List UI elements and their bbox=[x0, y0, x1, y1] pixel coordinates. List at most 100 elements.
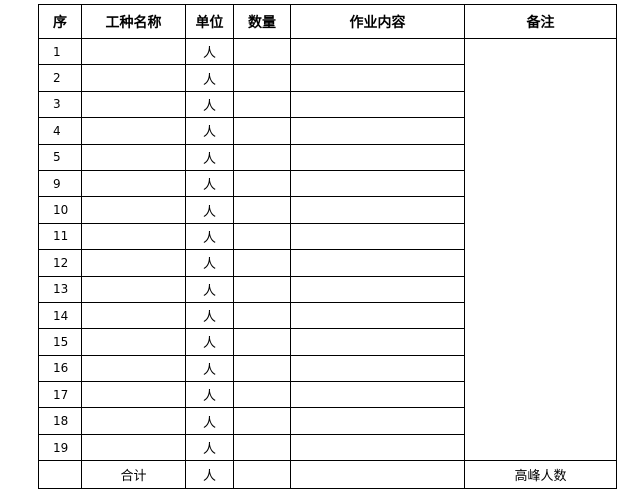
row-seq: 15 bbox=[38, 328, 82, 356]
row-unit: 人 bbox=[185, 354, 234, 383]
row-unit: 人 bbox=[185, 301, 234, 330]
row-work bbox=[290, 433, 465, 462]
row-unit: 人 bbox=[185, 169, 234, 198]
row-unit: 人 bbox=[185, 407, 234, 435]
row-seq: 4 bbox=[38, 117, 82, 145]
table-row: 19 人 bbox=[38, 433, 617, 462]
row-trade bbox=[81, 222, 186, 251]
row-work bbox=[290, 301, 465, 330]
row-unit: 人 bbox=[185, 381, 234, 409]
row-work bbox=[290, 143, 465, 171]
row-qty bbox=[233, 37, 291, 66]
row-seq: 13 bbox=[38, 275, 82, 303]
row-seq: 3 bbox=[38, 90, 82, 119]
row-work bbox=[290, 275, 465, 303]
row-seq: 17 bbox=[38, 381, 82, 409]
row-trade bbox=[81, 64, 186, 92]
labor-table: 序 工种名称 单位 数量 作业内容 备注 1 人 2 人 3 人 4 人 5 人 9 人 10 人 11 人 1… bbox=[38, 4, 617, 490]
row-trade bbox=[81, 143, 186, 171]
row-seq: 2 bbox=[38, 64, 82, 92]
row-trade bbox=[81, 169, 186, 198]
row-qty bbox=[233, 301, 291, 330]
row-work bbox=[290, 381, 465, 409]
row-qty bbox=[233, 64, 291, 92]
total-seq bbox=[38, 460, 82, 490]
row-work bbox=[290, 407, 465, 435]
row-trade bbox=[81, 433, 186, 462]
row-qty bbox=[233, 169, 291, 198]
row-trade bbox=[81, 328, 186, 356]
row-work bbox=[290, 249, 465, 277]
header-remark: 备注 bbox=[464, 4, 617, 39]
row-work bbox=[290, 90, 465, 119]
row-seq: 5 bbox=[38, 143, 82, 171]
row-unit: 人 bbox=[185, 249, 234, 277]
row-qty bbox=[233, 354, 291, 383]
row-work bbox=[290, 354, 465, 383]
total-label: 合计 bbox=[81, 460, 186, 490]
row-qty bbox=[233, 196, 291, 224]
table-row: 15 人 bbox=[38, 328, 617, 356]
row-qty bbox=[233, 90, 291, 119]
row-unit: 人 bbox=[185, 275, 234, 303]
row-trade bbox=[81, 381, 186, 409]
row-unit: 人 bbox=[185, 196, 234, 224]
row-trade bbox=[81, 301, 186, 330]
row-seq: 11 bbox=[38, 222, 82, 251]
row-work bbox=[290, 328, 465, 356]
total-row: 合计 人 高峰人数 bbox=[38, 460, 617, 490]
row-work bbox=[290, 37, 465, 66]
row-unit: 人 bbox=[185, 328, 234, 356]
total-unit: 人 bbox=[185, 460, 234, 490]
header-work: 作业内容 bbox=[290, 4, 465, 39]
header-qty: 数量 bbox=[233, 4, 291, 39]
row-seq: 16 bbox=[38, 354, 82, 383]
table-row: 11 人 bbox=[38, 222, 617, 251]
row-trade bbox=[81, 117, 186, 145]
header-unit: 单位 bbox=[185, 4, 234, 39]
row-seq: 14 bbox=[38, 301, 82, 330]
row-unit: 人 bbox=[185, 90, 234, 119]
row-seq: 18 bbox=[38, 407, 82, 435]
header-seq: 序 bbox=[38, 4, 82, 39]
header-trade: 工种名称 bbox=[81, 4, 186, 39]
row-seq: 9 bbox=[38, 169, 82, 198]
row-qty bbox=[233, 433, 291, 462]
row-work bbox=[290, 169, 465, 198]
row-work bbox=[290, 117, 465, 145]
row-unit: 人 bbox=[185, 143, 234, 171]
row-unit: 人 bbox=[185, 433, 234, 462]
row-seq: 19 bbox=[38, 433, 82, 462]
row-seq: 12 bbox=[38, 249, 82, 277]
row-work bbox=[290, 222, 465, 251]
table-row: 14 人 bbox=[38, 301, 617, 330]
row-work bbox=[290, 196, 465, 224]
row-trade bbox=[81, 249, 186, 277]
row-qty bbox=[233, 249, 291, 277]
row-qty bbox=[233, 222, 291, 251]
total-work bbox=[290, 460, 465, 490]
row-qty bbox=[233, 328, 291, 356]
remark-cell bbox=[464, 37, 617, 462]
row-unit: 人 bbox=[185, 117, 234, 145]
peak-count-label: 高峰人数 bbox=[464, 460, 617, 490]
header-row: 序 工种名称 单位 数量 作业内容 备注 bbox=[38, 4, 617, 39]
row-qty bbox=[233, 275, 291, 303]
row-unit: 人 bbox=[185, 222, 234, 251]
row-work bbox=[290, 64, 465, 92]
row-unit: 人 bbox=[185, 64, 234, 92]
row-trade bbox=[81, 354, 186, 383]
row-trade bbox=[81, 275, 186, 303]
row-seq: 10 bbox=[38, 196, 82, 224]
total-qty bbox=[233, 460, 291, 490]
row-trade bbox=[81, 90, 186, 119]
row-qty bbox=[233, 381, 291, 409]
row-qty bbox=[233, 117, 291, 145]
row-qty bbox=[233, 143, 291, 171]
row-trade bbox=[81, 196, 186, 224]
